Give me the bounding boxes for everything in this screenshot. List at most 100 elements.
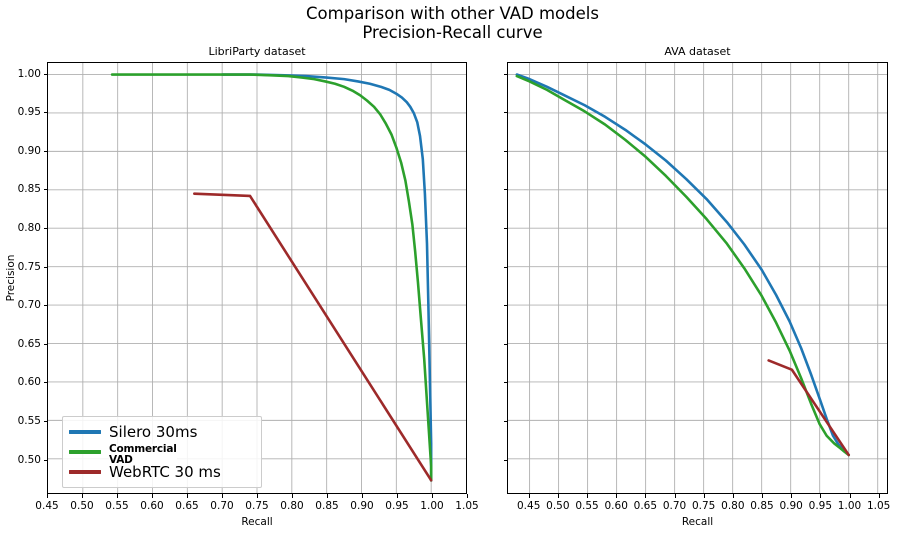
- y-tick-label: 0.90: [17, 144, 41, 157]
- legend-redaction-commercial: Commercial VAD: [109, 444, 177, 465]
- legend: Silero 30ms 30 ms Commercial VAD WebRTC …: [62, 416, 262, 488]
- y-tick-label: 0.75: [17, 260, 41, 273]
- x-tick-label: 0.60: [140, 500, 164, 512]
- x-tick-label: 1.05: [455, 500, 479, 512]
- y-tick-label: 0.70: [17, 299, 41, 312]
- x-tickmark: [257, 494, 258, 498]
- y-tickmark: [43, 459, 47, 461]
- x-tickmark: [645, 494, 647, 498]
- y-tick-label: 0.60: [17, 376, 41, 389]
- x-tickmark: [292, 494, 293, 498]
- y-tick-label: 0.85: [17, 183, 41, 196]
- series-line: [515, 74, 850, 457]
- x-axis-label: Recall: [681, 516, 714, 528]
- legend-label-silero: Silero 30ms: [109, 422, 198, 441]
- x-tick-label: 0.75: [691, 500, 716, 512]
- y-tickmark: [503, 305, 507, 307]
- y-tick-label: 0.55: [17, 415, 41, 428]
- y-tickmark: [43, 266, 47, 268]
- plot-area-libriparty: [48, 63, 466, 493]
- legend-item-webrtc: WebRTC 30 ms: [69, 462, 254, 482]
- x-tickmark: [849, 494, 851, 498]
- y-tickmark: [503, 112, 507, 114]
- x-axis-label: Recall: [241, 516, 273, 528]
- x-tickmark: [152, 494, 153, 498]
- x-tick-label: 0.75: [245, 500, 269, 512]
- x-tick-label: 0.95: [385, 500, 409, 512]
- x-tickmark: [878, 494, 880, 498]
- x-tick-label: 0.65: [633, 500, 658, 512]
- series-line: [220, 73, 433, 482]
- x-tickmark: [528, 494, 530, 498]
- x-tickmark: [557, 494, 559, 498]
- x-tick-label: 0.80: [721, 500, 745, 512]
- x-tick-label: 0.85: [315, 500, 339, 512]
- redaction-line-2: VAD: [109, 453, 133, 466]
- subplot-title-libriparty: LibriParty dataset: [208, 45, 306, 58]
- x-tickmark: [820, 494, 822, 498]
- legend-label-webrtc: WebRTC 30 ms: [109, 462, 221, 481]
- x-tick-label: 0.55: [575, 500, 599, 512]
- y-tickmark: [43, 73, 47, 75]
- x-tick-label: 0.90: [779, 500, 803, 512]
- x-tickmark: [397, 494, 398, 498]
- x-tick-label: 0.95: [808, 500, 833, 512]
- x-tick-label: 0.45: [516, 500, 541, 512]
- series-line: [110, 73, 433, 482]
- y-tickmark: [43, 382, 47, 384]
- x-tick-label: 0.60: [604, 500, 628, 512]
- legend-item-commercial: 30 ms Commercial VAD: [69, 442, 254, 465]
- y-tick-label: 0.80: [17, 222, 41, 234]
- x-tick-label: 0.50: [546, 500, 570, 512]
- series-line: [767, 359, 850, 457]
- legend-item-silero: Silero 30ms: [69, 422, 254, 442]
- y-tickmark: [503, 382, 507, 384]
- x-tick-label: 0.70: [210, 500, 234, 512]
- y-tickmark: [503, 421, 507, 423]
- axes-ava: AVA dataset: [507, 45, 888, 494]
- y-tickmark: [43, 305, 47, 307]
- series-line: [193, 192, 433, 482]
- x-tickmark: [703, 494, 705, 498]
- plot-area-ava: [508, 63, 887, 493]
- x-tickmark: [674, 494, 676, 498]
- y-tickmark: [43, 189, 47, 191]
- x-tickmark: [732, 494, 734, 498]
- x-tickmark: [791, 494, 793, 498]
- subplot-title-ava: AVA dataset: [664, 45, 731, 58]
- x-tickmark: [587, 494, 589, 498]
- x-tick-label: 0.85: [750, 500, 774, 512]
- x-tickmark: [222, 494, 223, 498]
- x-tick-label: 1.05: [866, 500, 891, 512]
- x-tickmark: [327, 494, 328, 498]
- x-tick-label: 0.45: [35, 500, 59, 512]
- x-tickmark: [362, 494, 363, 498]
- y-tickmark: [43, 112, 47, 114]
- y-tickmark: [43, 228, 47, 229]
- x-tickmark: [117, 494, 118, 498]
- x-tick-label: 0.70: [662, 500, 687, 512]
- x-tickmark: [616, 494, 618, 498]
- redaction-line-1: Commercial: [109, 443, 177, 455]
- figure-title: Comparison with other VAD models Precisi…: [306, 4, 599, 42]
- y-axis-label: Precision: [5, 254, 17, 302]
- y-tickmark: [503, 343, 507, 345]
- legend-swatch-commercial: [69, 450, 101, 454]
- x-tickmark: [187, 494, 188, 498]
- x-tick-label: 0.65: [175, 500, 199, 512]
- x-tickmark: [47, 494, 48, 498]
- y-tickmark: [43, 343, 47, 345]
- y-tickmark: [43, 150, 47, 152]
- legend-swatch-silero: [69, 430, 101, 434]
- x-tickmark: [82, 494, 83, 498]
- x-tick-label: 1.00: [837, 500, 862, 512]
- y-tick-label: 0.65: [17, 337, 41, 350]
- x-tick-label: 0.90: [350, 500, 374, 512]
- legend-swatch-webrtc: [69, 470, 101, 474]
- x-tick-label: 0.80: [280, 500, 304, 512]
- x-tickmark: [432, 494, 433, 498]
- y-tick-label: 0.50: [17, 453, 41, 466]
- x-tickmark: [762, 494, 763, 498]
- y-tickmark: [503, 189, 507, 191]
